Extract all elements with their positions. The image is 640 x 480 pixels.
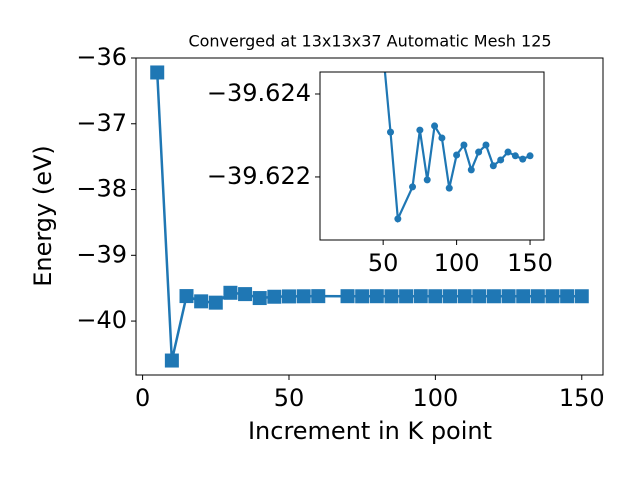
x-tick-label: 50 bbox=[274, 384, 305, 412]
data-point bbox=[409, 183, 417, 191]
data-point bbox=[431, 122, 439, 130]
y-tick-label: −39.622 bbox=[207, 162, 311, 190]
data-point bbox=[340, 289, 355, 304]
data-point bbox=[223, 285, 238, 300]
y-tick-label: −40 bbox=[76, 306, 127, 334]
data-point bbox=[194, 294, 209, 309]
data-point bbox=[423, 176, 431, 184]
data-point bbox=[296, 289, 311, 304]
plot-area bbox=[383, 72, 534, 224]
data-point bbox=[399, 289, 414, 304]
data-point bbox=[530, 289, 545, 304]
data-point bbox=[457, 289, 472, 304]
data-point bbox=[443, 289, 458, 304]
data-point bbox=[267, 289, 282, 304]
x-tick-label: 100 bbox=[434, 249, 480, 277]
x-tick-label: 150 bbox=[507, 249, 553, 277]
data-point bbox=[504, 148, 512, 156]
data-point bbox=[252, 291, 267, 306]
data-point bbox=[574, 289, 589, 304]
data-point bbox=[428, 289, 443, 304]
plot-area bbox=[150, 65, 589, 368]
data-point bbox=[501, 289, 516, 304]
data-point bbox=[511, 152, 519, 160]
data-point bbox=[387, 128, 395, 136]
data-point bbox=[164, 353, 179, 368]
x-tick-label: 0 bbox=[135, 384, 150, 412]
data-point bbox=[460, 141, 468, 149]
x-axis-label: Increment in K point bbox=[248, 417, 492, 445]
data-point bbox=[369, 289, 384, 304]
data-point bbox=[467, 166, 475, 174]
data-point bbox=[475, 148, 483, 156]
data-point bbox=[497, 156, 505, 164]
data-point bbox=[438, 134, 446, 142]
data-point bbox=[311, 289, 326, 304]
y-axis-label: Energy (eV) bbox=[29, 145, 57, 287]
data-point bbox=[394, 215, 402, 223]
data-point bbox=[486, 289, 501, 304]
y-tick-label: −39 bbox=[76, 240, 127, 268]
data-point bbox=[150, 65, 165, 80]
y-tick-label: −39.624 bbox=[207, 79, 311, 107]
inset-background bbox=[320, 72, 544, 240]
data-point bbox=[281, 289, 296, 304]
x-tick-label: 100 bbox=[412, 384, 458, 412]
data-point bbox=[238, 287, 253, 302]
data-point bbox=[179, 289, 194, 304]
data-point bbox=[516, 289, 531, 304]
y-tick-label: −37 bbox=[76, 109, 127, 137]
data-point bbox=[560, 289, 575, 304]
axes-frame bbox=[319, 71, 545, 241]
y-tick-label: −36 bbox=[76, 43, 127, 71]
x-tick-label: 50 bbox=[368, 249, 399, 277]
data-point bbox=[416, 126, 424, 134]
data-point bbox=[545, 289, 560, 304]
data-point bbox=[526, 152, 534, 160]
data-point bbox=[453, 151, 461, 159]
data-point bbox=[445, 184, 453, 192]
y-tick-label: −38 bbox=[76, 175, 127, 203]
axes-frame bbox=[135, 57, 604, 376]
data-point bbox=[355, 289, 370, 304]
x-tick-label: 150 bbox=[559, 384, 605, 412]
data-point bbox=[482, 141, 490, 149]
chart-title: Converged at 13x13x37 Automatic Mesh 125 bbox=[188, 32, 551, 51]
data-point bbox=[413, 289, 428, 304]
data-point bbox=[489, 162, 497, 170]
data-point bbox=[472, 289, 487, 304]
data-point bbox=[519, 155, 527, 163]
data-point bbox=[208, 295, 223, 310]
data-point bbox=[384, 289, 399, 304]
